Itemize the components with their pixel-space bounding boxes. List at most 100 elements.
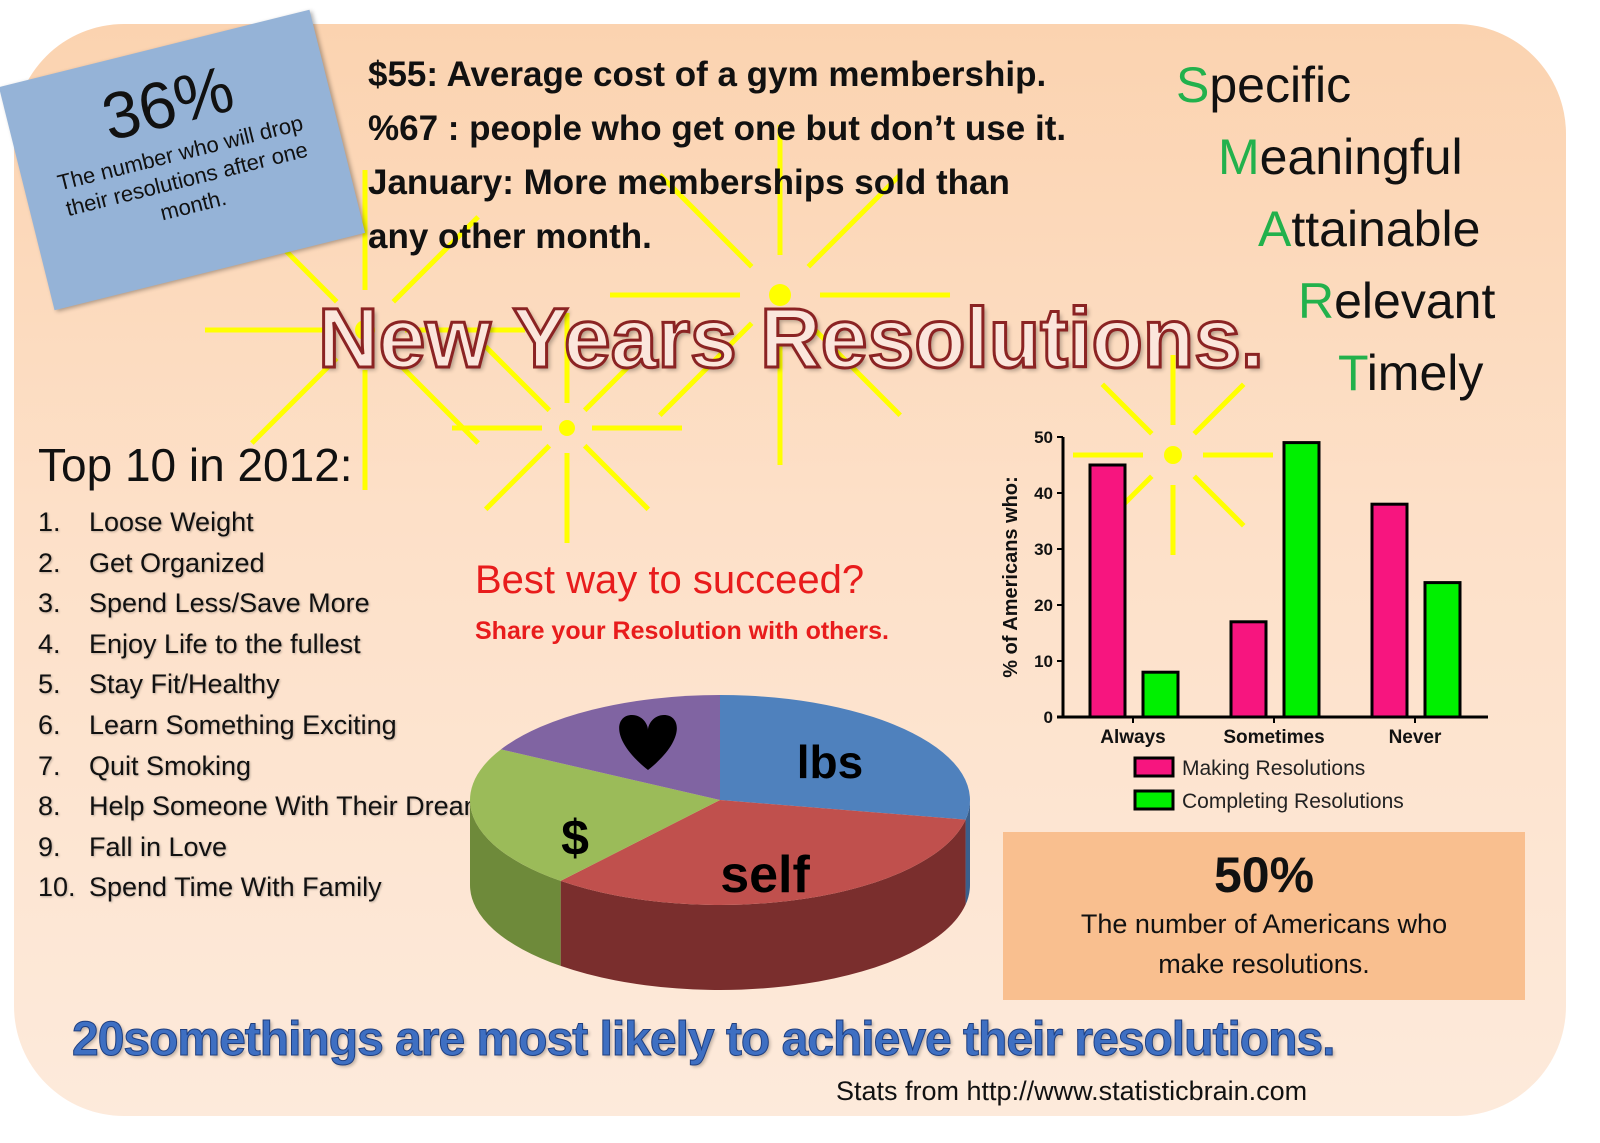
sun-center [355, 320, 375, 340]
page-title: New Years Resolutions. [316, 290, 1265, 387]
smart-timely: Timely [1338, 344, 1483, 402]
item-number: 8. [38, 791, 61, 822]
pie-slice [720, 695, 970, 820]
smart-rest: elevant [1334, 273, 1496, 329]
item-text: Spend Less/Save More [89, 588, 370, 619]
pie-side-2 [470, 800, 561, 966]
item-number: 9. [38, 831, 61, 862]
bar [1229, 620, 1268, 719]
item-text: Help Someone With Their Dreams [89, 791, 500, 822]
fact-line: $55: Average cost of a gym membership. [368, 55, 1047, 94]
pie-label: $ [561, 810, 589, 866]
stat-50-caption-1: The number of Americans who [1080, 909, 1448, 939]
list-item: 8. Help Someone With Their Dreams [38, 786, 500, 827]
legend-swatch [1133, 756, 1175, 778]
list-item: 6. Learn Something Exciting [38, 705, 500, 746]
smart-rest: imely [1366, 345, 1484, 401]
smart-rest: ttainable [1291, 201, 1481, 257]
bottom-headline: 20somethings are most likely to achieve … [71, 1013, 1335, 1067]
y-tick-label: 50 [1034, 428, 1053, 447]
smart-letter: R [1298, 273, 1335, 329]
item-number: 5. [38, 669, 61, 700]
y-tick-label: 10 [1034, 652, 1053, 671]
y-tick-label: 30 [1034, 540, 1053, 559]
stat-50-caption-2: make resolutions. [1158, 949, 1370, 979]
stat-50-value: 50% [1213, 847, 1315, 903]
bar [1370, 502, 1409, 719]
x-tick-label: Never [1389, 727, 1442, 748]
top10-list: 1. Loose Weight 2. Get Organized 3. Spend Les… [38, 502, 500, 908]
smart-rest: pecific [1209, 57, 1352, 113]
smart-specific: Specific [1176, 56, 1351, 114]
sun-ray [806, 321, 902, 417]
list-item: 5. Stay Fit/Healthy [38, 664, 500, 705]
sun-center [1164, 446, 1182, 464]
item-text: Learn Something Exciting [89, 709, 397, 740]
smart-relevant: Relevant [1298, 272, 1495, 330]
bar [1423, 581, 1462, 719]
item-text: Enjoy Life to the fullest [89, 628, 361, 659]
sun-ray [1100, 382, 1154, 436]
item-text: Fall in Love [89, 831, 228, 862]
sun-ray [582, 344, 651, 413]
list-item: 3. Spend Less/Save More [38, 583, 500, 624]
smart-letter: M [1218, 129, 1260, 185]
smart-letter: T [1338, 345, 1367, 401]
sun-ray [483, 443, 552, 512]
stat-50-card: 50% The number of Americans who make res… [1003, 832, 1525, 1000]
sun-ray [582, 443, 651, 512]
heart-icon [619, 715, 677, 770]
pie-side-1 [560, 819, 966, 990]
fact-line: %67 : people who get one but don’t use i… [368, 109, 1067, 148]
list-item: 10. Spend Time With Family [38, 867, 500, 908]
y-tick-label: 20 [1034, 596, 1053, 615]
pie-label: self [720, 846, 810, 904]
legend-swatch [1133, 789, 1175, 811]
list-item: 7. Quit Smoking [38, 746, 500, 787]
pie-side-0 [965, 800, 970, 905]
item-text: Stay Fit/Healthy [89, 669, 280, 700]
item-number: 6. [38, 709, 61, 740]
best-way-question: Best way to succeed? [475, 558, 865, 602]
y-tick-label: 40 [1034, 484, 1053, 503]
item-number: 3. [38, 588, 61, 619]
item-number: 2. [38, 547, 61, 578]
smart-attainable: Attainable [1258, 200, 1480, 258]
legend-label: Making Resolutions [1182, 757, 1365, 780]
smart-rest: eaningful [1259, 129, 1463, 185]
y-axis-label: % of Americans who: [1000, 476, 1022, 678]
legend-label: Completing Resolutions [1182, 790, 1404, 813]
pie-slice [560, 800, 966, 905]
list-item: 1. Loose Weight [38, 502, 500, 543]
item-text: Loose Weight [89, 507, 254, 537]
top10-heading: Top 10 in 2012: [38, 439, 353, 491]
bar [1088, 463, 1127, 719]
y-tick-label: 0 [1044, 708, 1053, 727]
smart-meaningful: Meaningful [1218, 128, 1463, 186]
fact-line: January: More memberships sold than [368, 163, 1010, 202]
fact-line: any other month. [368, 217, 652, 256]
list-item: 9. Fall in Love [38, 827, 500, 868]
list-item: 2. Get Organized [38, 543, 500, 584]
item-text: Quit Smoking [89, 750, 252, 781]
gym-facts: $55: Average cost of a gym membership. %… [368, 48, 1066, 264]
source-credit: Stats from http://www.statisticbrain.com [836, 1076, 1308, 1106]
sun-center [769, 284, 791, 306]
item-number: 10. [38, 872, 76, 903]
item-number: 1. [38, 507, 61, 537]
pie-label: lbs [797, 736, 863, 788]
sun-ray [1192, 474, 1246, 528]
list-item: 4. Enjoy Life to the fullest [38, 624, 500, 665]
best-way-answer: Share your Resolution with others. [475, 617, 889, 645]
sun-ray [250, 356, 339, 445]
sun-ray [483, 344, 552, 413]
sun-ray [658, 173, 754, 269]
pie-slice [470, 749, 720, 881]
sun-ray [658, 321, 754, 417]
item-text: Get Organized [89, 547, 265, 578]
item-number: 7. [38, 750, 61, 781]
smart-letter: S [1176, 57, 1210, 113]
bar [1282, 441, 1321, 719]
